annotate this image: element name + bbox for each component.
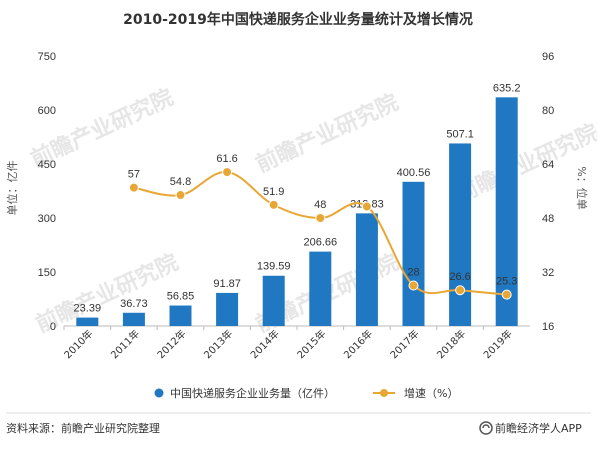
x-tick-label: 2011年	[108, 327, 142, 361]
right-axis-ticks: 16 32 48 64 80 96	[542, 51, 554, 333]
x-tick-label: 2015年	[294, 327, 328, 361]
bar	[216, 292, 239, 326]
line-data-label: 26.6	[449, 271, 470, 283]
chart-title: 2010-2019年中国快递服务企业业务量统计及增长情况	[123, 11, 473, 28]
bar	[169, 305, 192, 326]
line-data-label: 25.3	[496, 276, 517, 288]
right-axis-label: %：位单	[575, 166, 589, 209]
bar-data-label: 56.85	[167, 291, 195, 303]
bar-data-label: 23.39	[74, 303, 102, 315]
bar	[402, 181, 425, 326]
x-tick-label: 2018年	[434, 327, 468, 361]
bar	[262, 275, 285, 326]
x-tick-label: 2010年	[61, 327, 95, 361]
line-point	[361, 201, 372, 212]
line-point	[222, 167, 233, 178]
line-point	[268, 199, 279, 210]
bar-data-label: 206.66	[303, 237, 337, 249]
bar-data-label: 91.87	[213, 278, 241, 290]
bar-data-label: 507.1	[446, 128, 474, 140]
right-tick-label: 48	[542, 213, 554, 225]
line-data-label: 28	[407, 267, 419, 279]
left-tick-label: 450	[38, 159, 56, 171]
left-tick-label: 750	[38, 51, 56, 63]
line-data-label: 57	[128, 169, 140, 181]
bar-data-label: 139.59	[257, 261, 291, 273]
bar-data-label: 36.73	[120, 298, 148, 310]
line-data-label: 51.9	[263, 186, 284, 198]
line-data-label: 61.6	[216, 153, 237, 165]
legend-line-label: 增速（%）	[404, 386, 458, 400]
bar	[355, 213, 378, 326]
bar	[449, 143, 472, 326]
x-tick-label: 2017年	[387, 327, 421, 361]
legend-line-marker	[380, 389, 388, 397]
line-data-label: 48	[314, 199, 326, 211]
bar	[309, 251, 332, 326]
x-tick-label: 2016年	[341, 327, 375, 361]
right-tick-label: 16	[542, 321, 554, 333]
bar	[76, 317, 99, 326]
qianzhan-logo-icon	[479, 421, 493, 435]
footer-brand: 前瞻经济学人APP	[495, 421, 582, 435]
watermark-text: 前瞻产业研究院	[252, 89, 403, 178]
left-axis-ticks: 0 150 300 450 600 750	[38, 51, 56, 333]
line-point	[175, 190, 186, 201]
right-tick-label: 32	[542, 267, 554, 279]
line-point	[408, 280, 419, 291]
left-tick-label: 0	[50, 321, 56, 333]
line-point	[315, 213, 326, 223]
line-series	[128, 167, 512, 300]
right-tick-label: 64	[542, 159, 554, 171]
left-tick-label: 150	[38, 267, 56, 279]
bar-labels: 23.3936.7356.8591.87139.59206.66312.8340…	[74, 82, 521, 314]
legend: 中国快递服务企业业务量（亿件） 增速（%）	[154, 386, 458, 400]
left-tick-label: 600	[38, 105, 56, 117]
x-tick-label: 2013年	[201, 327, 235, 361]
legend-bar-label: 中国快递服务企业业务量（亿件）	[170, 386, 335, 400]
bar-data-label: 400.56	[397, 167, 431, 179]
bar	[122, 312, 145, 326]
x-tick-label: 2012年	[154, 327, 188, 361]
x-tick-label: 2019年	[481, 327, 515, 361]
x-axis-ticks: 2010年 2011年 2012年 2013年 2014年 2015年 2016年 2017年…	[61, 326, 515, 361]
line-labels: 57 54.8 61.6 51.9 48 28 26.6 25.3	[128, 153, 518, 288]
left-tick-label: 300	[38, 213, 56, 225]
legend-bar-swatch	[154, 388, 164, 398]
line-point	[128, 182, 139, 193]
line-point	[455, 285, 466, 296]
right-tick-label: 96	[542, 51, 554, 63]
line-point	[501, 289, 512, 300]
bar	[495, 97, 518, 326]
bar-data-label: 635.2	[493, 82, 521, 94]
left-axis-label: 单位：亿件	[5, 161, 19, 216]
footer-source: 资料来源：前瞻产业研究院整理	[6, 421, 160, 435]
right-tick-label: 80	[542, 105, 554, 117]
line-data-label: 54.8	[170, 176, 191, 188]
